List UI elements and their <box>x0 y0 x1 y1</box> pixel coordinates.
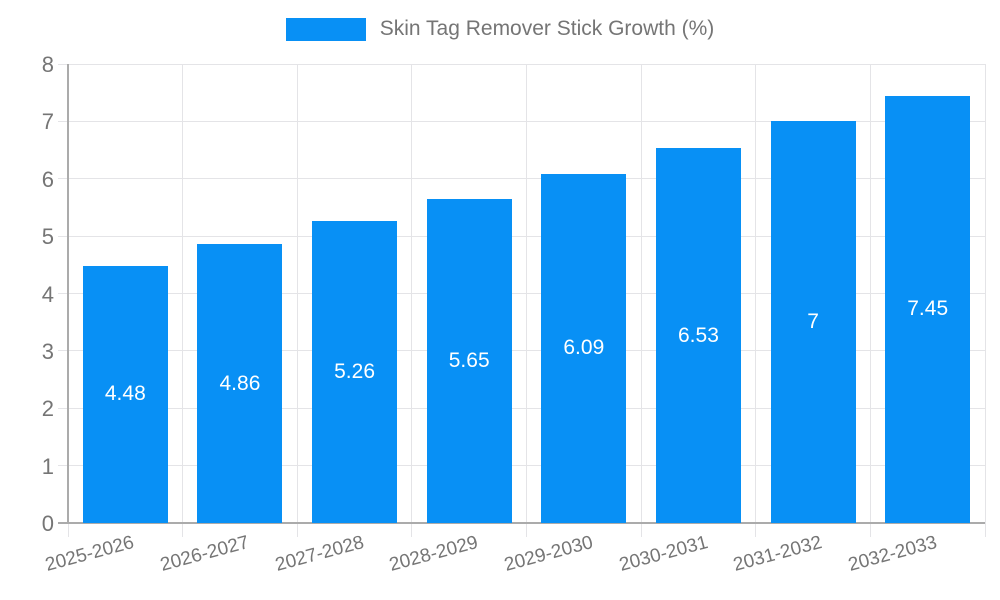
bar-value-label: 6.53 <box>678 323 719 347</box>
bar[interactable]: 4.86 <box>197 244 283 523</box>
legend-label: Skin Tag Remover Stick Growth (%) <box>379 17 715 40</box>
bar[interactable]: 7 <box>770 121 856 523</box>
bar[interactable]: 5.65 <box>426 198 512 523</box>
x-tick-label: 2031-2032 <box>731 532 825 576</box>
h-gridline <box>58 63 985 65</box>
x-tick-label: 2032-2033 <box>845 532 940 576</box>
y-tick-label: 2 <box>41 396 54 422</box>
y-tick-label: 3 <box>41 338 54 364</box>
h-gridline <box>58 235 985 237</box>
bar-value-label: 7.45 <box>907 297 949 321</box>
x-tick-label: 2027-2028 <box>272 532 366 576</box>
x-tick-label: 2025-2026 <box>43 532 137 576</box>
legend: Skin Tag Remover Stick Growth (%) <box>0 17 1000 41</box>
bar-value-label: 7 <box>807 310 819 334</box>
v-gridline <box>182 64 184 537</box>
bar[interactable]: 6.09 <box>541 173 627 523</box>
v-gridline <box>869 64 871 537</box>
legend-swatch <box>285 17 366 41</box>
h-gridline <box>58 407 985 409</box>
bar-value-label: 6.09 <box>563 336 605 360</box>
v-gridline <box>755 64 757 537</box>
bar-value-label: 4.86 <box>219 371 261 395</box>
bar[interactable]: 5.26 <box>312 221 398 523</box>
h-gridline <box>58 178 985 180</box>
y-tick-label: 8 <box>41 52 54 77</box>
legend-item[interactable]: Skin Tag Remover Stick Growth (%) <box>285 17 715 41</box>
v-gridline <box>296 64 298 537</box>
y-tick-label: 1 <box>41 453 54 479</box>
bar[interactable]: 7.45 <box>885 95 971 523</box>
bar-value-label: 4.48 <box>104 382 146 406</box>
x-tick-label: 2026-2027 <box>158 532 252 576</box>
v-gridline <box>640 64 642 537</box>
x-tick-label: 2030-2031 <box>616 532 710 576</box>
bar-value-label: 5.26 <box>334 360 375 384</box>
y-axis-line <box>67 64 69 523</box>
v-gridline <box>411 64 413 537</box>
y-tick-label: 7 <box>41 109 54 135</box>
v-gridline <box>984 64 986 537</box>
h-gridline <box>58 120 985 122</box>
x-tick-label: 2028-2029 <box>387 532 481 576</box>
plot-area: 4.48 4.86 5.26 5.65 6.09 6.53 7 7.45 <box>58 63 986 537</box>
bar-value-label: 5.65 <box>448 348 490 372</box>
h-gridline <box>58 465 985 467</box>
y-tick-label: 5 <box>41 224 54 250</box>
h-gridline <box>58 350 985 352</box>
x-tick-label: 2029-2030 <box>502 532 596 576</box>
v-gridline <box>526 64 527 537</box>
bar[interactable]: 6.53 <box>655 148 741 523</box>
y-tick-label: 0 <box>41 511 54 536</box>
h-gridline <box>58 293 985 294</box>
y-tick-label: 4 <box>41 281 54 307</box>
bar[interactable]: 4.48 <box>82 265 168 523</box>
x-axis-line <box>58 522 985 524</box>
y-tick-label: 6 <box>41 166 54 192</box>
